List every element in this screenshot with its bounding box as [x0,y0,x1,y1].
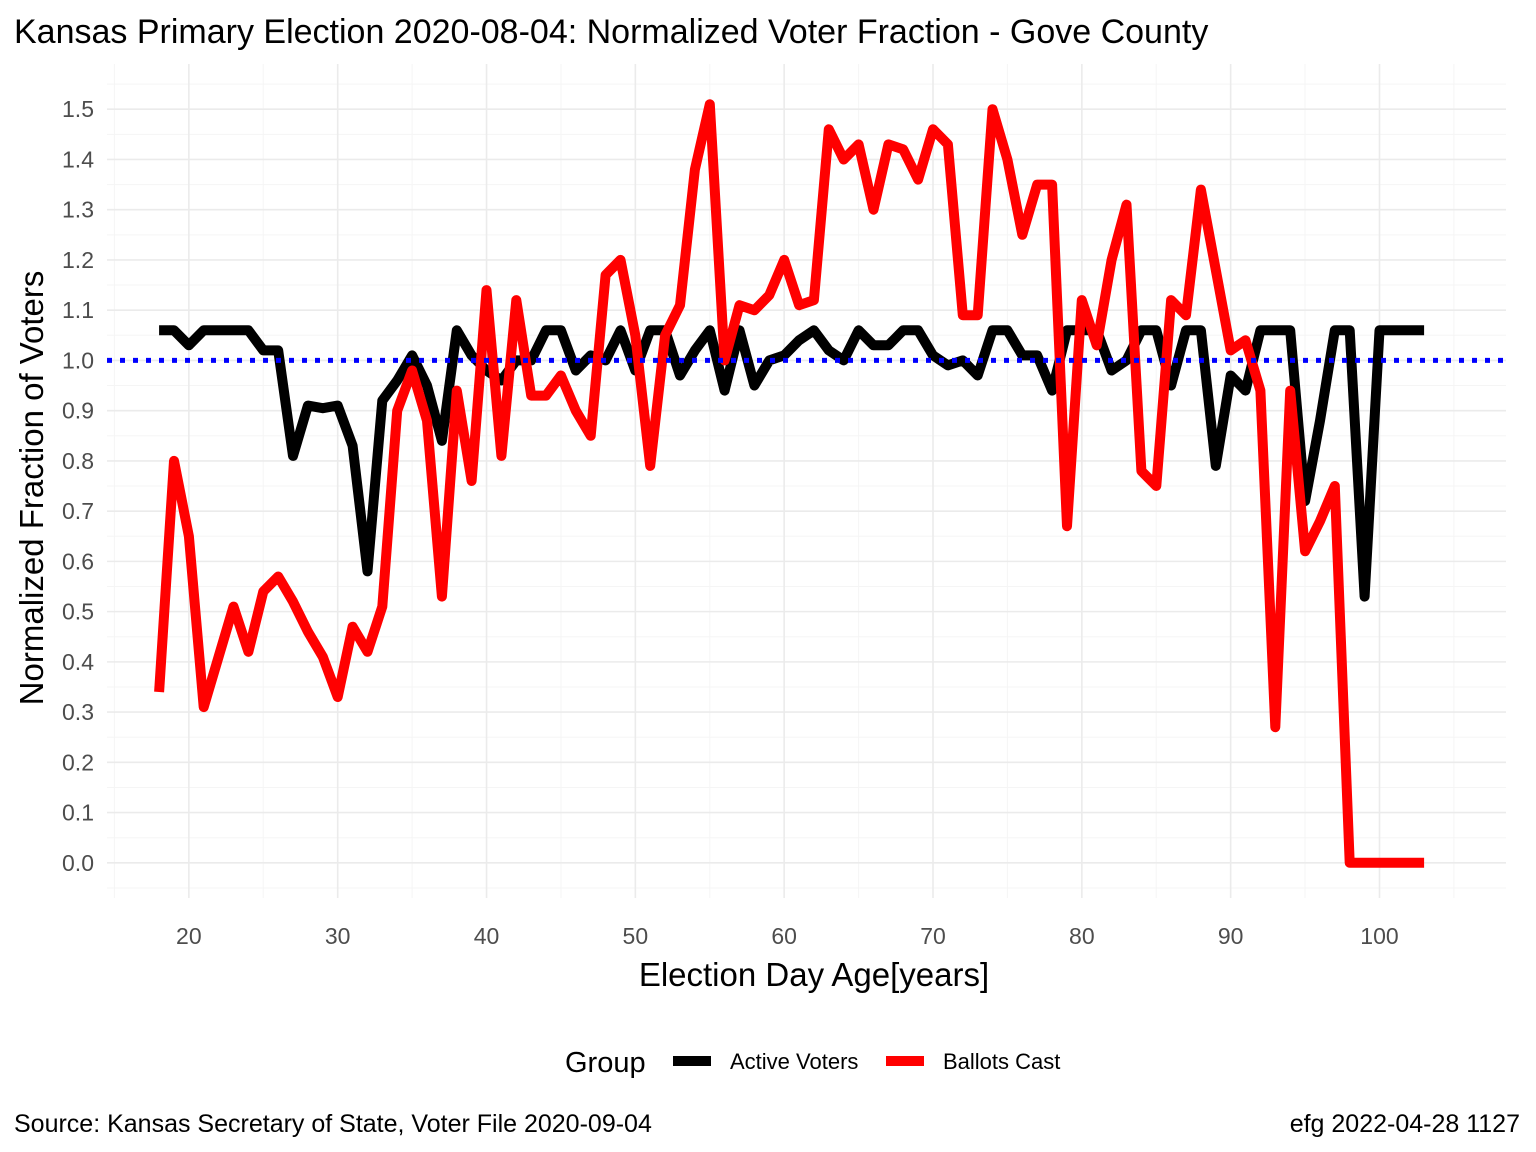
legend: Group Active Voters Ballots Cast [565,1047,1060,1079]
y-axis-tick-labels: 0.0 0.1 0.2 0.3 0.4 0.5 0.6 0.7 0.8 0.9 1.0 1.1 1.2 1… [62,96,94,876]
series-lines [154,99,1425,868]
x-tick-label: 80 [1069,923,1095,949]
x-tick-label: 40 [474,923,500,949]
legend-label-ballots-cast: Ballots Cast [943,1049,1060,1074]
y-tick-label: 0.5 [62,599,94,625]
chart-title: Kansas Primary Election 2020-08-04: Norm… [14,13,1208,51]
x-tick-label: 30 [325,923,351,949]
y-tick-label: 1.0 [62,347,94,373]
y-tick-label: 0.7 [62,498,94,524]
y-tick-label: 0.2 [62,749,94,775]
x-axis-title: Election Day Age[years] [639,956,989,993]
y-tick-label: 0.3 [62,699,94,725]
x-tick-label: 100 [1360,923,1398,949]
y-tick-label: 0.9 [62,398,94,424]
x-tick-label: 20 [176,923,202,949]
x-tick-label: 50 [623,923,649,949]
source-caption: Source: Kansas Secretary of State, Voter… [14,1110,652,1138]
y-tick-label: 0.4 [62,649,94,675]
y-tick-label: 1.5 [62,96,94,122]
y-axis-title: Normalized Fraction of Voters [13,271,50,706]
legend-title: Group [565,1047,646,1079]
y-tick-label: 0.0 [62,850,94,876]
legend-label-active-voters: Active Voters [730,1049,858,1074]
author-caption: efg 2022-04-28 1127 [1290,1110,1520,1138]
y-tick-label: 1.1 [62,297,94,323]
series-line-active-voters [159,325,1425,602]
x-tick-label: 90 [1218,923,1244,949]
y-tick-label: 0.6 [62,548,94,574]
y-tick-label: 0.8 [62,448,94,474]
y-tick-label: 1.3 [62,197,94,223]
x-axis-tick-labels: 20 30 40 50 60 70 80 90 100 [176,923,1399,949]
y-tick-label: 1.2 [62,247,94,273]
y-tick-label: 1.4 [62,146,94,172]
y-tick-label: 0.1 [62,800,94,826]
series-line-ballots-cast [154,99,1425,868]
x-tick-label: 70 [920,923,946,949]
x-tick-label: 60 [771,923,797,949]
